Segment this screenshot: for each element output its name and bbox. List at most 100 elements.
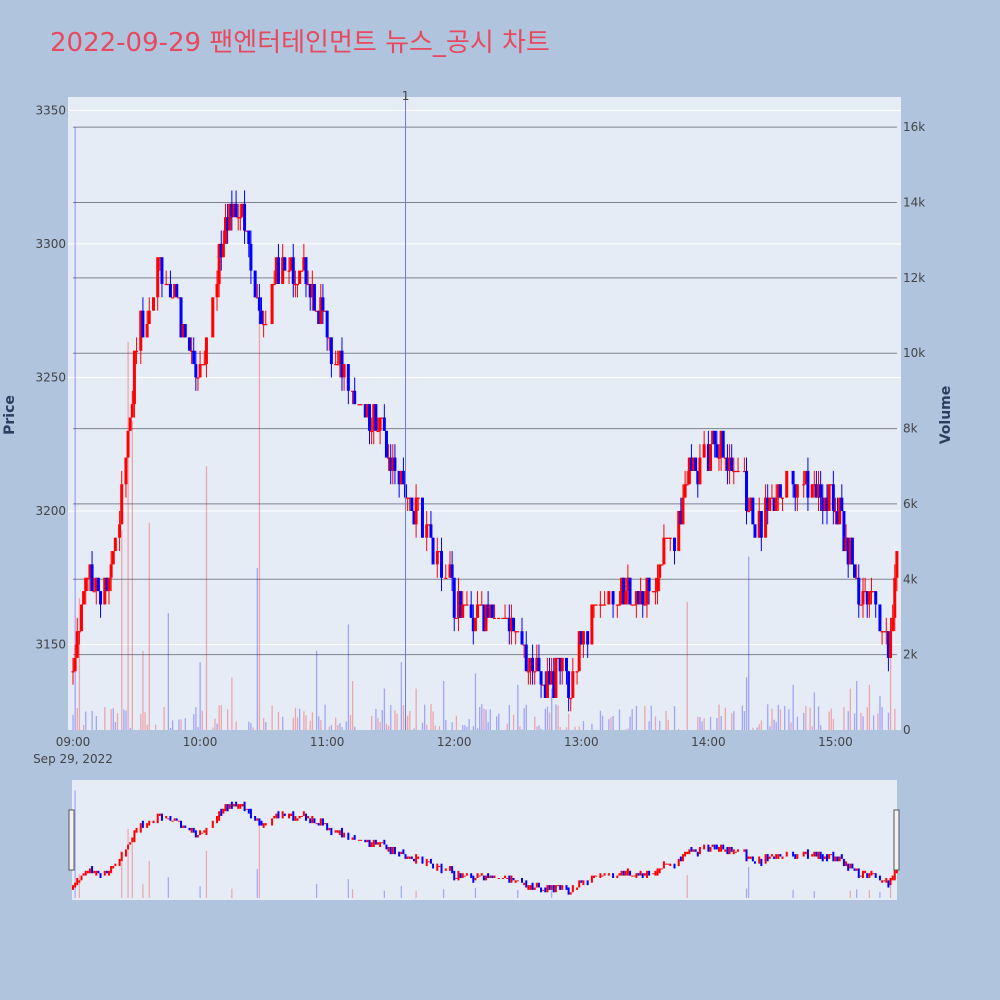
mini-candle — [328, 827, 331, 831]
volume-bar — [767, 704, 769, 730]
candle-body — [211, 297, 215, 338]
mini-candle — [885, 877, 888, 883]
volume-bar — [773, 719, 775, 730]
mini-candle — [684, 851, 687, 857]
candle-body — [382, 417, 386, 431]
volume-bar — [525, 704, 527, 730]
candle-body — [723, 457, 727, 459]
volume-bar — [315, 650, 318, 730]
volume-bar — [309, 720, 311, 730]
candle-body — [569, 697, 573, 700]
time-tick-label: 14:00 — [691, 735, 726, 749]
volume-bar — [95, 715, 97, 730]
volume-bar — [796, 716, 799, 730]
mini-candle — [802, 851, 805, 857]
candle-body — [452, 577, 456, 618]
candle-body — [359, 404, 363, 406]
mini-candle — [764, 854, 767, 864]
candle-body — [889, 631, 893, 658]
mini-volume-bar — [167, 877, 169, 898]
mini-candle — [300, 815, 303, 817]
candle-body — [505, 617, 509, 620]
mini-candle — [692, 849, 695, 852]
candle-body — [482, 604, 486, 632]
mini-candle — [806, 849, 809, 859]
volume-bar — [387, 725, 390, 730]
candle-body — [713, 430, 717, 445]
volume-bar — [220, 705, 222, 730]
mini-candle — [444, 868, 447, 871]
mini-candle — [114, 863, 117, 867]
volume-bar — [318, 716, 320, 730]
mini-candle — [256, 818, 259, 821]
volume-bar — [409, 711, 411, 730]
volume-bar — [612, 716, 614, 730]
volume-bar — [731, 713, 733, 730]
mini-volume-bar — [745, 888, 748, 898]
candle-body — [221, 243, 225, 258]
candle-body — [190, 350, 194, 352]
candle-body — [702, 444, 706, 458]
candle-body — [338, 350, 342, 365]
volume-bar — [894, 708, 896, 730]
mini-candle — [131, 837, 134, 843]
volume-bar — [74, 127, 76, 730]
candle-body — [831, 484, 835, 511]
mini-candle — [156, 813, 159, 824]
mini-candle — [813, 851, 816, 857]
candle-body — [440, 551, 444, 578]
mini-candle — [785, 851, 788, 857]
candle-body — [842, 510, 846, 552]
candle-body — [219, 243, 223, 258]
candle-body — [617, 604, 621, 606]
candle-body — [817, 484, 821, 498]
candle-body — [293, 283, 297, 286]
mini-candle — [476, 873, 479, 878]
volume-bar — [434, 725, 436, 730]
mini-candle — [182, 825, 185, 828]
candle-body — [357, 404, 361, 406]
mini-candle — [298, 815, 301, 819]
mini-candle — [393, 846, 396, 855]
candle-body — [465, 604, 469, 606]
volume-bar — [125, 710, 127, 730]
candle-body — [660, 564, 664, 566]
volume-bar — [697, 716, 699, 730]
volume-bar — [85, 711, 87, 730]
mini-candle — [474, 877, 477, 881]
mini-candle — [529, 885, 532, 890]
candle-body — [728, 457, 732, 471]
volume-bar — [116, 713, 119, 730]
mini-candle — [196, 835, 199, 838]
candle-body — [158, 257, 162, 259]
candle-body — [628, 577, 632, 605]
candle-body — [685, 484, 689, 486]
price-axis: 3150 3200 3250 3300 3350 — [35, 103, 66, 651]
candle-body — [399, 470, 403, 485]
range-slider-right-handle[interactable] — [893, 809, 900, 871]
mini-candle — [713, 844, 716, 850]
mini-volume-bar — [856, 889, 858, 898]
mini-candle — [235, 801, 238, 807]
volume-bar — [481, 704, 483, 730]
mini-candle — [110, 866, 113, 874]
range-slider[interactable] — [72, 780, 897, 900]
candle-body — [215, 283, 219, 298]
candle-body — [425, 524, 429, 538]
candle-body — [427, 524, 431, 526]
mini-candle — [734, 851, 737, 853]
mini-candle — [737, 849, 740, 852]
mini-candle — [569, 892, 572, 895]
candle-body — [274, 257, 278, 284]
mini-candle — [607, 873, 610, 876]
range-slider-left-handle[interactable] — [68, 809, 75, 871]
mini-candle — [792, 851, 795, 857]
candle-body — [253, 270, 257, 298]
candle-body — [160, 257, 164, 284]
candle-body — [111, 551, 115, 565]
volume-bar — [887, 712, 890, 730]
candle-body — [410, 497, 414, 511]
candle-body — [478, 604, 482, 606]
mini-candle — [643, 873, 646, 876]
mini-candle — [82, 873, 85, 876]
